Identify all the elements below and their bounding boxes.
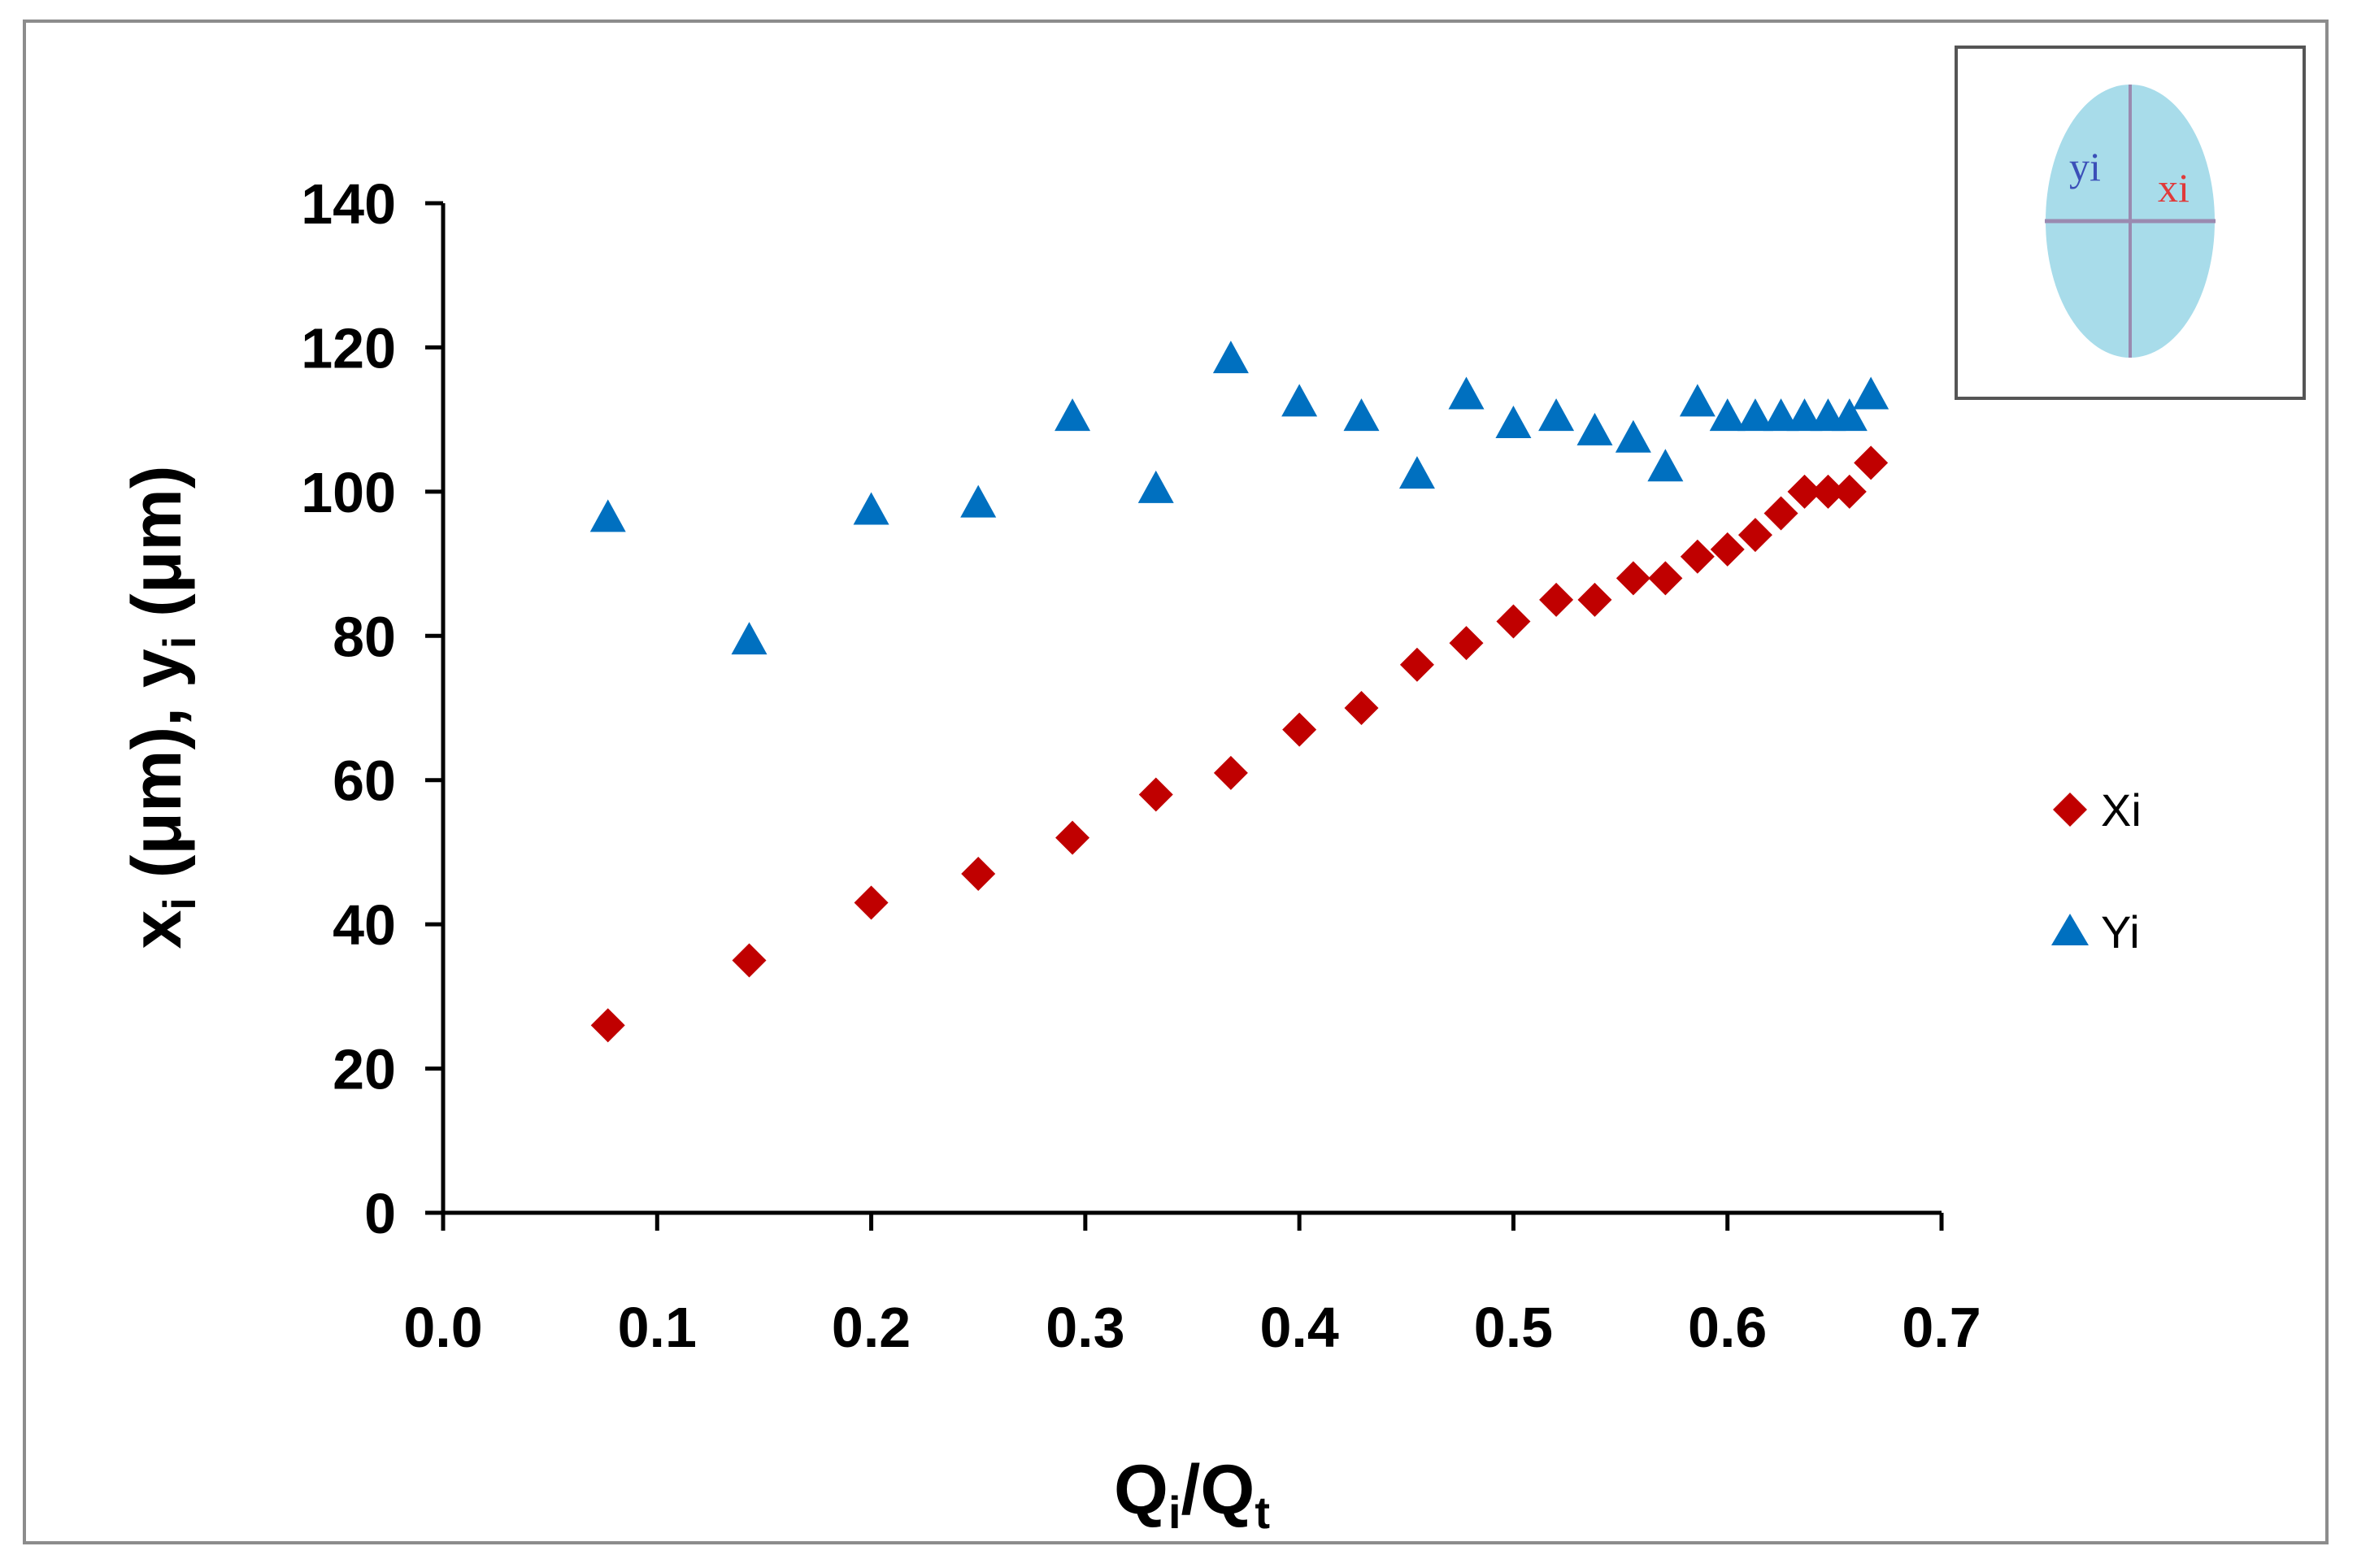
xi-point — [732, 943, 767, 978]
xi-point — [961, 857, 996, 892]
inset-diagram: yi xi — [1955, 46, 2306, 400]
xi-point — [1055, 820, 1090, 855]
x-tick-label: 0.0 — [403, 1296, 482, 1359]
yi-point — [853, 492, 889, 525]
x-tick-label: 0.2 — [832, 1296, 911, 1359]
yi-point — [1786, 398, 1823, 432]
y-axis-title: xi (μm), yi (μm) — [118, 465, 205, 949]
legend-marker-yi — [2051, 914, 2089, 945]
xi-point — [590, 1008, 625, 1043]
xi-point — [1213, 755, 1248, 790]
y-tick-label: 0 — [364, 1182, 396, 1245]
y-tick-label: 60 — [333, 749, 396, 813]
xi-point — [1832, 474, 1867, 509]
yi-point — [1398, 456, 1435, 489]
xi-point — [1763, 496, 1798, 531]
yi-point — [1055, 398, 1091, 432]
yi-point — [1647, 449, 1684, 482]
xi-point — [1138, 777, 1173, 812]
yi-point — [1615, 419, 1651, 453]
legend-label-yi: Yi — [2101, 906, 2140, 958]
series-xi — [590, 445, 1889, 1043]
x-ticks: 0.0 0.1 0.2 0.3 0.4 0.5 0.6 0.7 — [403, 1213, 1981, 1359]
chart-frame — [23, 20, 2329, 1544]
xi-point — [1811, 474, 1846, 509]
legend-marker-xi — [2053, 793, 2087, 827]
yi-point — [1831, 398, 1868, 432]
yi-point — [960, 484, 997, 518]
y-tick-label: 120 — [301, 316, 396, 380]
y-ticks: 0 20 40 60 80 100 120 140 — [301, 172, 443, 1245]
x-tick-label: 0.4 — [1259, 1296, 1338, 1359]
xi-point — [1496, 604, 1531, 639]
xi-point — [1577, 582, 1612, 617]
xi-point — [854, 885, 889, 920]
xi-point — [1787, 474, 1822, 509]
xi-point — [1737, 518, 1772, 553]
yi-point — [1212, 341, 1249, 374]
x-tick-label: 0.1 — [618, 1296, 697, 1359]
y-tick-label: 40 — [333, 893, 396, 957]
yi-point — [1495, 406, 1532, 439]
yi-point — [1737, 398, 1773, 432]
yi-point — [1448, 376, 1485, 410]
yi-point — [731, 622, 768, 655]
yi-point — [1538, 398, 1575, 432]
series-yi — [589, 341, 1890, 655]
xi-point — [1399, 647, 1434, 682]
yi-point — [1853, 376, 1890, 410]
yi-point — [1343, 398, 1380, 432]
x-axis-title: Qi/Qt — [1114, 1451, 1270, 1538]
yi-point — [589, 499, 626, 532]
xi-point — [1680, 539, 1715, 574]
x-tick-label: 0.7 — [1902, 1296, 1981, 1359]
y-tick-label: 140 — [301, 172, 396, 236]
xi-point — [1344, 691, 1379, 725]
legend-entry-xi: Xi — [2053, 784, 2142, 836]
xi-point — [1854, 445, 1889, 480]
y-tick-label: 20 — [333, 1038, 396, 1101]
yi-point — [1679, 384, 1716, 417]
xi-point — [1648, 561, 1683, 596]
y-tick-label: 80 — [333, 605, 396, 668]
x-tick-label: 0.3 — [1046, 1296, 1124, 1359]
x-tick-label: 0.6 — [1688, 1296, 1767, 1359]
yi-point — [1281, 384, 1318, 417]
inset-label-yi: yi — [2069, 144, 2101, 189]
yi-point — [1576, 412, 1613, 445]
xi-point — [1710, 532, 1745, 567]
xi-point — [1449, 626, 1484, 661]
legend-label-xi: Xi — [2101, 784, 2142, 836]
x-tick-label: 0.5 — [1474, 1296, 1553, 1359]
yi-point — [1763, 398, 1799, 432]
legend: Xi Yi — [2051, 784, 2142, 958]
inset-label-xi: xi — [2158, 165, 2190, 211]
yi-point — [1709, 398, 1746, 432]
xi-point — [1282, 712, 1317, 747]
legend-entry-yi: Yi — [2051, 906, 2140, 958]
y-tick-label: 100 — [301, 461, 396, 524]
data-points — [589, 341, 1890, 1043]
axes — [441, 203, 1942, 1215]
yi-point — [1137, 470, 1174, 503]
xi-point — [1539, 582, 1574, 617]
xi-point — [1616, 561, 1650, 596]
